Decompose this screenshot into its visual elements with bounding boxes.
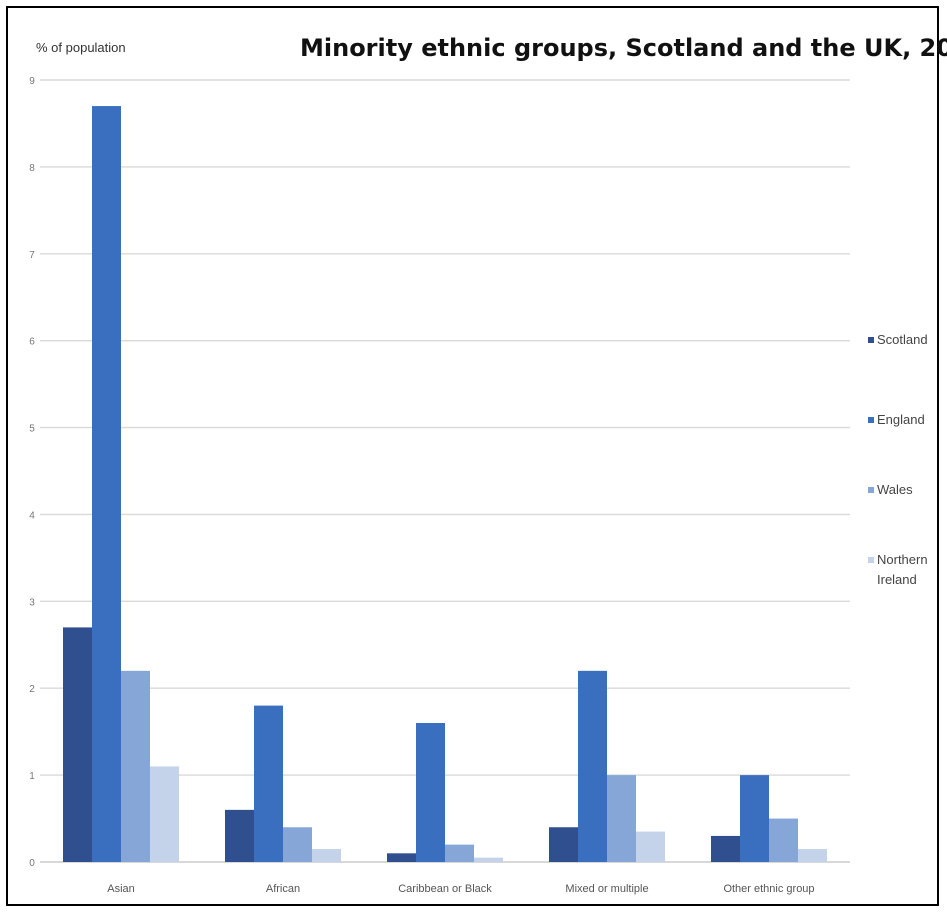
y-tick-label: 1 — [29, 771, 35, 782]
bar — [711, 835, 740, 862]
legend-swatch — [868, 337, 874, 343]
y-tick-label: 7 — [29, 250, 35, 261]
y-tick-label: 0 — [29, 858, 35, 869]
bar — [416, 722, 445, 862]
legend-label: England — [877, 412, 925, 427]
bar — [578, 670, 607, 862]
bar — [150, 766, 179, 862]
bar — [445, 844, 474, 862]
chart-frame — [6, 6, 939, 906]
bar — [549, 827, 578, 862]
x-tick-label: Asian — [107, 883, 135, 895]
y-tick-label: 3 — [29, 597, 35, 608]
y-tick-label: 9 — [29, 76, 35, 87]
legend-label: Northern Ireland — [877, 552, 928, 587]
bar — [121, 670, 150, 862]
chart-title: Minority ethnic groups, Scotland and the… — [300, 34, 947, 62]
x-tick-label: Mixed or multiple — [565, 883, 648, 895]
y-axis-label: % of population — [36, 40, 126, 55]
y-tick-label: 8 — [29, 163, 35, 174]
legend-label: Wales — [877, 482, 913, 497]
legend-swatch — [868, 557, 874, 563]
bar — [387, 853, 416, 862]
bar — [312, 848, 341, 862]
bar — [636, 831, 665, 862]
legend-swatch — [868, 487, 874, 493]
x-tick-label: Caribbean or Black — [398, 883, 492, 895]
bar — [225, 809, 254, 862]
x-tick-label: Other ethnic group — [723, 883, 814, 895]
x-tick-label: African — [266, 883, 300, 895]
bar — [283, 827, 312, 862]
bar — [254, 705, 283, 862]
y-tick-label: 2 — [29, 684, 35, 695]
y-tick-label: 6 — [29, 337, 35, 348]
y-tick-label: 5 — [29, 424, 35, 435]
bar — [607, 775, 636, 862]
bar — [798, 848, 827, 862]
y-tick-label: 4 — [29, 510, 35, 521]
bar — [740, 775, 769, 862]
legend-label: Scotland — [877, 332, 928, 347]
bar — [92, 106, 121, 863]
bar — [769, 818, 798, 862]
bar — [474, 857, 503, 862]
bar — [63, 627, 92, 862]
legend-swatch — [868, 417, 874, 423]
